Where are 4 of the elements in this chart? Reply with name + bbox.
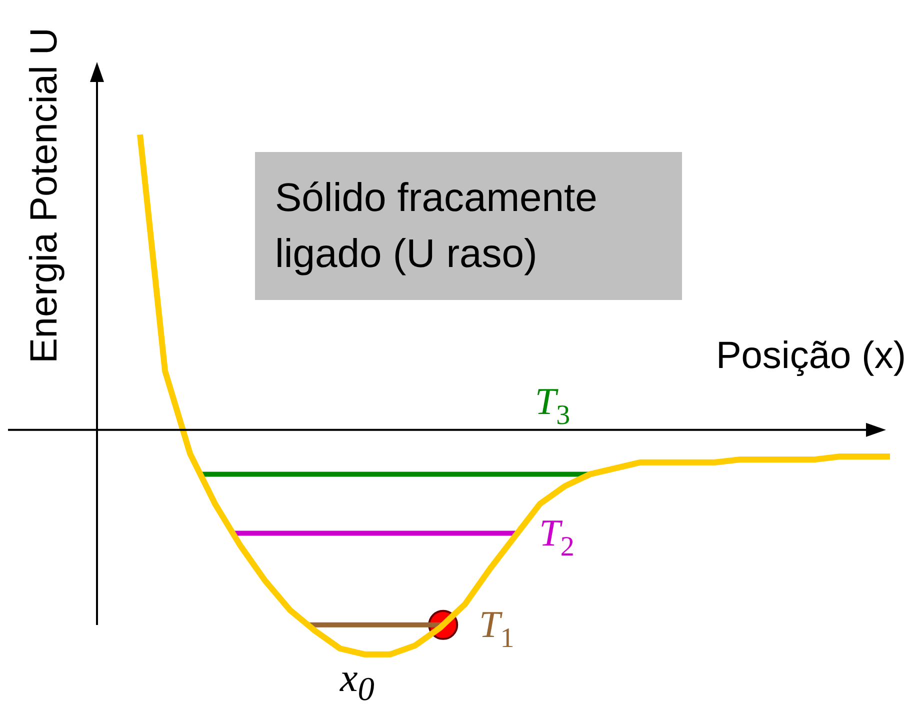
x-axis-title: Posição (x) <box>716 335 906 378</box>
text: x$_{0}$ <box>340 655 374 710</box>
y-axis-title: Energia Potencial U <box>24 27 66 363</box>
annotation: Sólido fracamente ligado (U raso) <box>255 152 682 300</box>
